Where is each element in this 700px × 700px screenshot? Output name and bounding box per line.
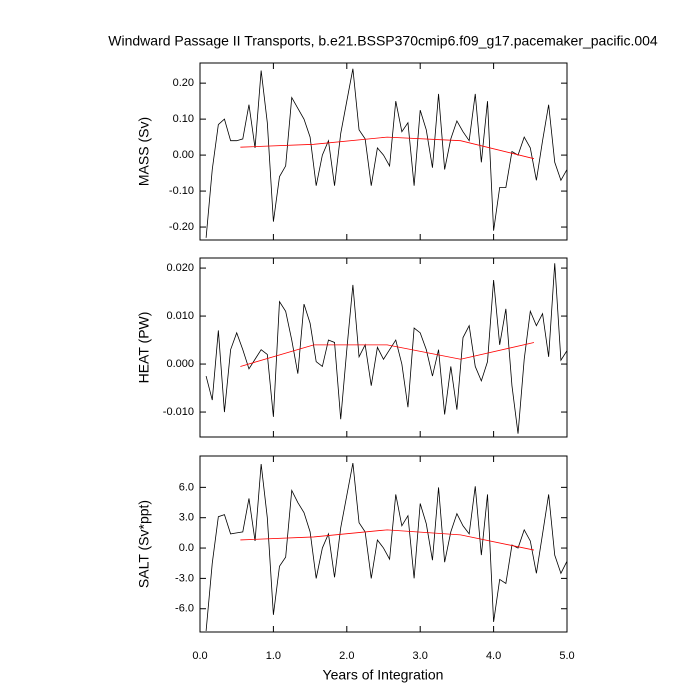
y-tick-label: 0.010 [166,310,194,322]
data-line [205,463,568,632]
y-tick-label: -0.10 [169,185,194,197]
y-tick-label: 0.020 [166,262,194,274]
x-tick-label: 1.0 [266,650,281,662]
y-tick-label: 0.20 [173,77,194,89]
chart-title: Windward Passage II Transports, b.e21.BS… [108,33,658,49]
x-axis-label: Years of Integration [323,667,444,683]
y-tick-label: -3.0 [175,572,194,584]
y-tick-label: 0.000 [166,358,194,370]
y-tick-label: 0.10 [173,113,194,125]
plot-frame [199,62,568,241]
data-line [240,136,535,160]
y-tick-label: -6.0 [175,603,194,615]
data-line [240,342,535,367]
y-tick-label: 0.00 [173,149,194,161]
data-line [205,68,568,238]
plot-frame [199,455,568,633]
x-tick-label: 5.0 [559,650,574,662]
y-tick-label: -0.20 [169,221,194,233]
y-axis-label: MASS (Sv) [136,117,152,186]
data-line [240,529,535,551]
plot-frame [199,257,568,438]
y-axis-label: SALT (Sv*ppt) [136,500,152,588]
y-tick-label: 6.0 [179,481,194,493]
y-tick-label: 3.0 [179,512,194,524]
x-tick-label: 0.0 [192,650,207,662]
y-tick-label: 0.0 [179,542,194,554]
x-tick-label: 4.0 [486,650,501,662]
data-line [205,263,568,434]
x-tick-label: 2.0 [339,650,354,662]
y-tick-label: -0.010 [163,406,194,418]
y-axis-label: HEAT (PW) [136,312,152,384]
x-tick-label: 3.0 [413,650,428,662]
